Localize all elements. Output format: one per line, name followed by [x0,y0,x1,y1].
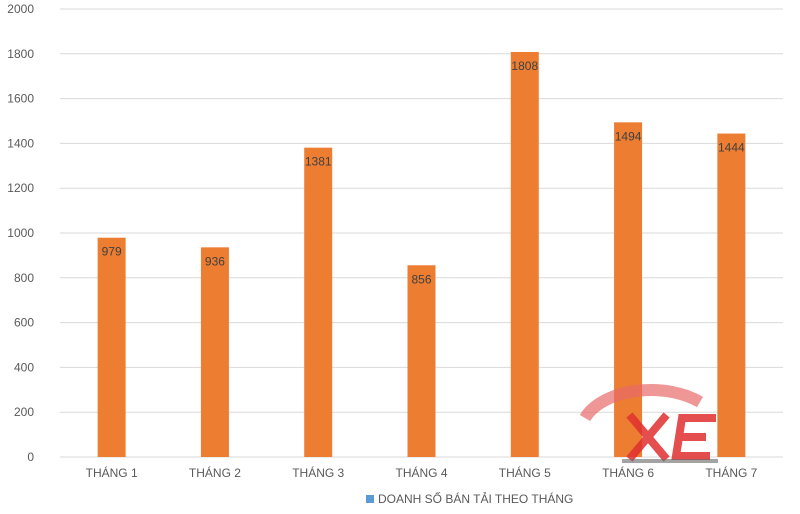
legend: DOANH SỐ BÁN TẢI THEO THÁNG [366,492,573,506]
bar [97,237,126,457]
legend-label: DOANH SỐ BÁN TẢI THEO THÁNG [378,492,574,506]
x-tick-label: THÁNG 2 [189,465,241,480]
x-tick-label: THÁNG 4 [395,465,447,480]
bar [407,265,436,457]
data-label: 1808 [511,59,538,73]
data-label: 936 [205,254,225,268]
data-label: 856 [411,272,431,286]
y-tick-label: 2000 [7,2,34,16]
y-tick-label: 1600 [7,92,34,106]
data-label: 1444 [718,141,745,155]
data-label: 1381 [305,155,332,169]
bar [510,52,539,458]
x-tick-label: THÁNG 6 [602,465,654,480]
y-tick-label: 1000 [7,226,34,240]
y-tick-label: 1800 [7,47,34,61]
data-label: 1494 [615,129,642,143]
legend-marker [366,495,374,503]
y-tick-label: 0 [27,450,34,464]
bar [717,133,746,457]
x-tick-label: THÁNG 3 [292,465,344,480]
y-tick-label: 200 [14,405,34,419]
x-tick-label: THÁNG 7 [705,465,757,480]
bar [614,122,643,458]
x-tick-label: THÁNG 5 [499,465,551,480]
y-tick-label: 800 [14,271,34,285]
y-tick-label: 1200 [7,181,34,195]
y-tick-label: 400 [14,360,34,374]
y-tick-label: 600 [14,316,34,330]
y-tick-label: 1400 [7,136,34,150]
x-tick-label: THÁNG 1 [86,465,138,480]
bar [304,147,333,457]
data-label: 979 [102,245,122,259]
bar [200,247,229,457]
